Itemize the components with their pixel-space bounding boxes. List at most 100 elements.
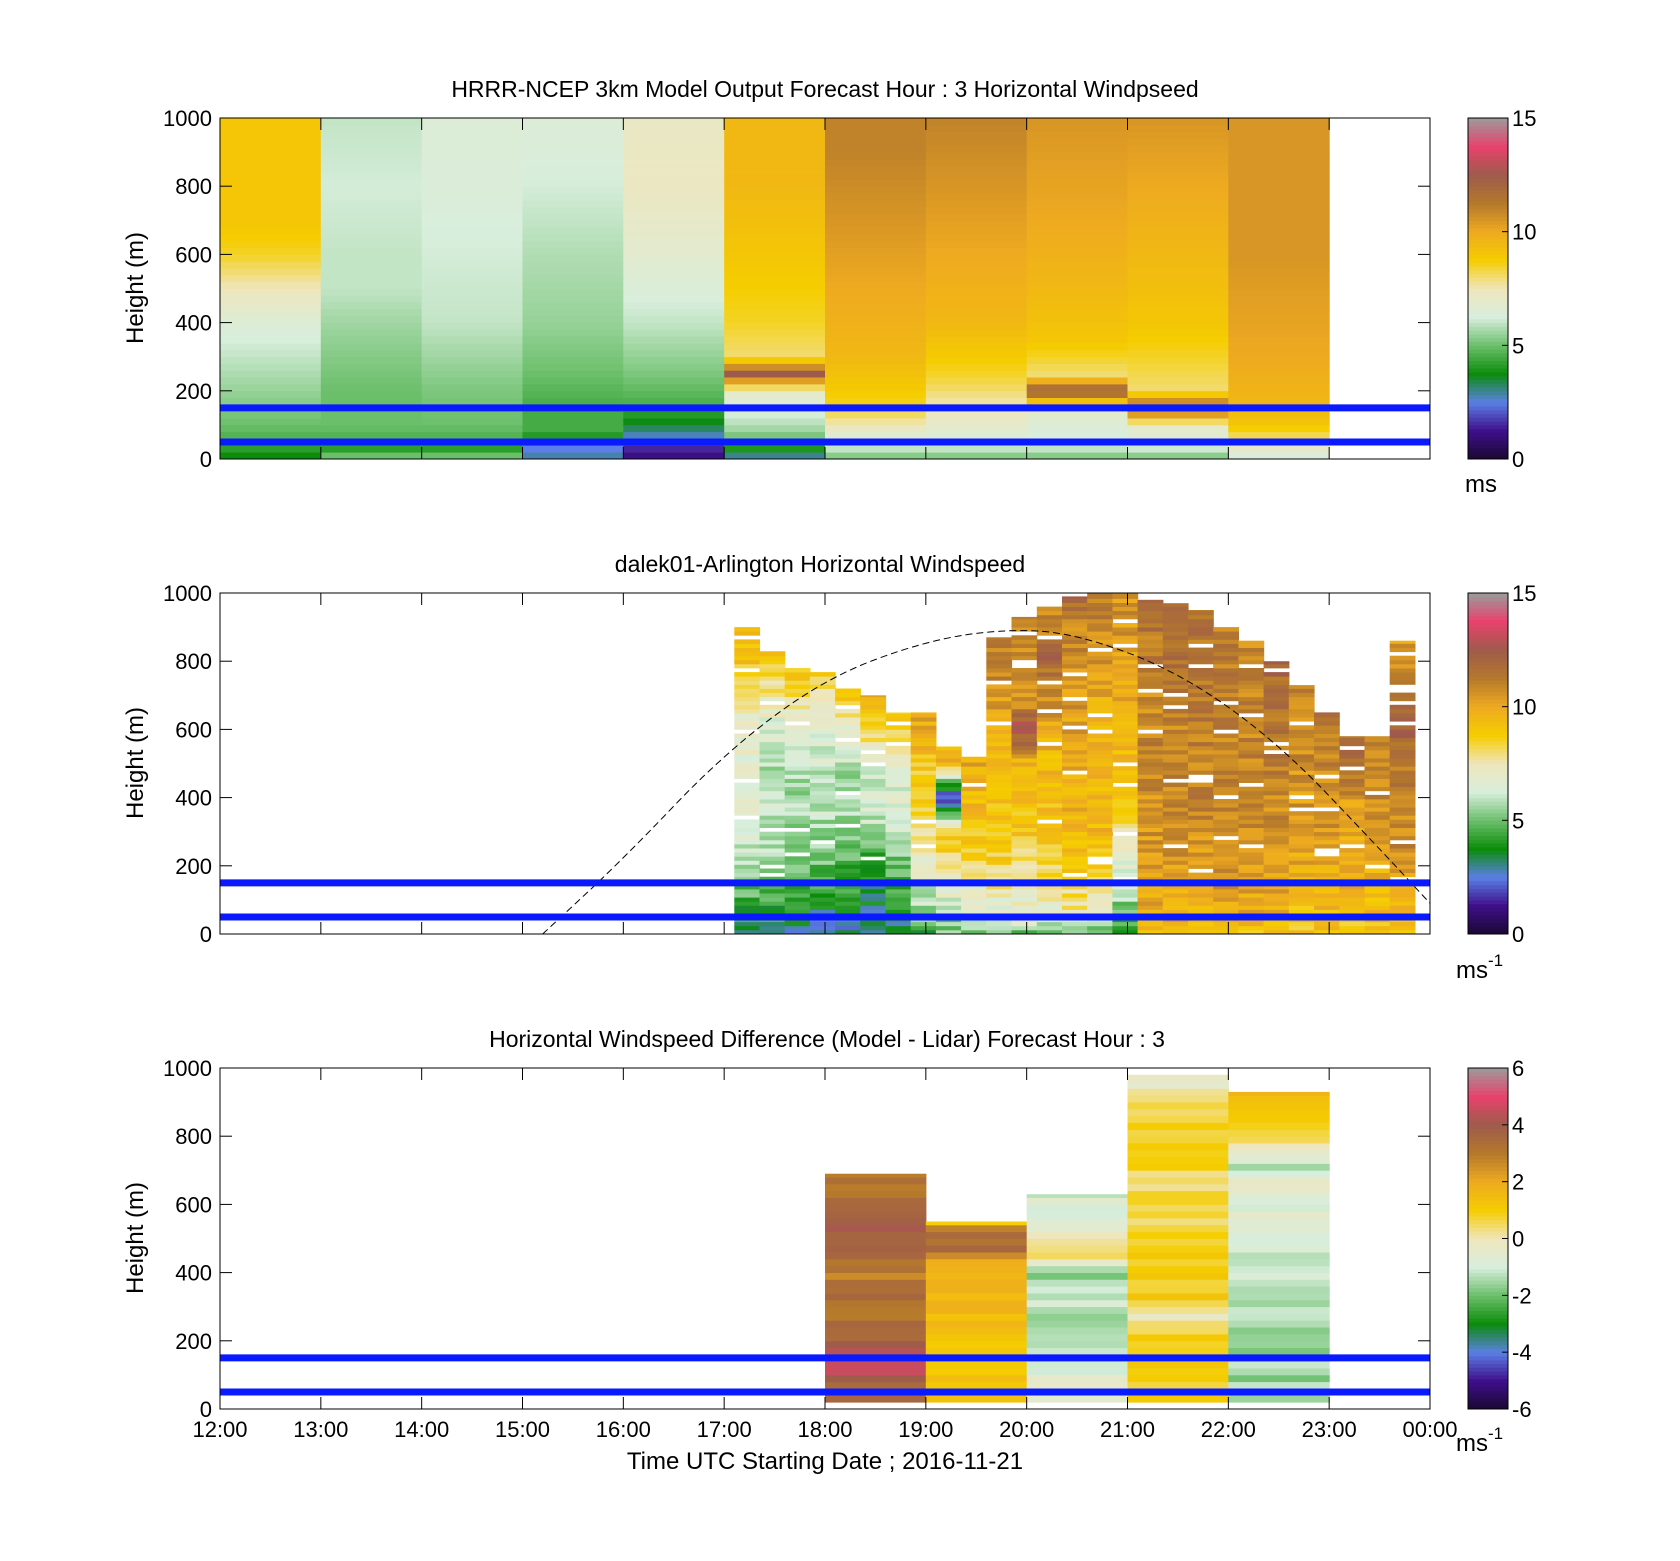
heatmap-cell (734, 721, 761, 726)
heatmap-cell (885, 712, 912, 714)
heatmap-cell (734, 737, 761, 743)
heatmap-cell (759, 733, 786, 738)
heatmap-cell (1127, 343, 1229, 351)
heatmap-cell (784, 717, 811, 722)
heatmap-cell (860, 889, 887, 894)
y-tick-label: 1000 (163, 106, 212, 131)
heatmap-cell (1228, 152, 1330, 160)
heatmap-cell (1127, 247, 1229, 255)
heatmap-cell (1127, 233, 1229, 242)
heatmap-cell (1188, 844, 1214, 849)
heatmap-cell (835, 872, 861, 878)
heatmap-cell (724, 206, 826, 214)
heatmap-cell (1087, 663, 1113, 669)
heatmap-cell (623, 124, 725, 132)
heatmap-cell (759, 692, 786, 698)
heatmap-cell (1036, 766, 1063, 771)
heatmap-cell (522, 145, 624, 153)
heatmap-cell (1389, 696, 1416, 702)
heatmap-cell (925, 322, 1028, 330)
heatmap-cell (1228, 309, 1330, 317)
heatmap-cell (925, 1224, 1028, 1233)
heatmap-cell (835, 721, 861, 726)
colorbar-segment (1468, 129, 1508, 134)
heatmap-cell (522, 315, 624, 323)
heatmap-cell (809, 729, 836, 734)
heatmap-cell (1036, 803, 1063, 808)
heatmap-cell (860, 695, 887, 698)
heatmap-cell (1238, 803, 1265, 808)
heatmap-cell (220, 193, 322, 201)
heatmap-cell (1162, 733, 1189, 738)
heatmap-cell (734, 893, 761, 898)
heatmap-cell (885, 790, 912, 796)
heatmap-cell (1288, 733, 1315, 738)
heatmap-cell (835, 848, 861, 853)
heatmap-cell (935, 925, 962, 931)
heatmap-cell (320, 397, 423, 405)
heatmap-cell (784, 929, 811, 934)
heatmap-cell (1011, 839, 1038, 845)
heatmap-cell (835, 696, 861, 702)
heatmap-cell (734, 909, 761, 914)
heatmap-cell (1288, 884, 1315, 890)
colorbar-segment (1468, 1155, 1508, 1160)
heatmap-cell (1263, 856, 1290, 861)
heatmap-cell (1127, 1286, 1229, 1294)
heatmap-cell (1288, 786, 1315, 792)
heatmap-cell (1228, 1204, 1330, 1212)
heatmap-cell (1288, 819, 1315, 824)
heatmap-cell (825, 158, 927, 167)
heatmap-cell (860, 713, 887, 718)
heatmap-cell (1112, 631, 1139, 636)
colorbar-segment (1468, 888, 1508, 893)
heatmap-cell (1213, 770, 1239, 775)
heatmap-cell (910, 835, 937, 841)
heatmap-cell (759, 684, 786, 689)
heatmap-cell (986, 647, 1013, 653)
heatmap-cell (1263, 848, 1290, 853)
colorbar-segment (1468, 1249, 1508, 1255)
heatmap-cell (1062, 803, 1088, 808)
heatmap-cell (1188, 631, 1214, 636)
heatmap-cell (925, 186, 1028, 194)
colorbar-segment (1468, 1382, 1508, 1387)
heatmap-cell (1112, 868, 1139, 873)
heatmap-cell (986, 782, 1013, 788)
heatmap-cell (734, 688, 761, 693)
heatmap-cell (1112, 872, 1139, 878)
colorbar-segment (1468, 748, 1508, 753)
heatmap-cell (1011, 717, 1038, 722)
heatmap-cell (986, 844, 1013, 849)
heatmap-cell (421, 336, 524, 344)
heatmap-cell (421, 233, 524, 242)
heatmap-cell (1339, 736, 1366, 738)
heatmap-cell (724, 131, 826, 139)
heatmap-cell (910, 872, 937, 878)
heatmap-cell (1127, 1115, 1229, 1123)
heatmap-cell (734, 925, 761, 931)
heatmap-cell (734, 811, 761, 816)
heatmap-cell (1238, 794, 1265, 800)
heatmap-cell (986, 815, 1013, 820)
heatmap-cell (1162, 684, 1189, 689)
heatmap-cell (1112, 905, 1139, 910)
heatmap-cell (623, 172, 725, 180)
heatmap-cell (825, 186, 927, 194)
colorbar-segment (1468, 646, 1508, 651)
heatmap-cell (825, 118, 927, 126)
heatmap-cell (1238, 774, 1265, 779)
heatmap-cell (1137, 623, 1164, 628)
heatmap-cell (1238, 725, 1265, 730)
heatmap-cell (935, 852, 962, 857)
heatmap-cell (623, 343, 725, 351)
heatmap-cell (1062, 819, 1088, 824)
colorbar-segment (1468, 118, 1508, 123)
heatmap-cell (220, 397, 322, 405)
heatmap-cell (1213, 668, 1239, 673)
heatmap-cell (885, 754, 912, 759)
heatmap-cell (759, 749, 786, 755)
colorbar-segment (1468, 1215, 1508, 1221)
heatmap-cell (1314, 823, 1340, 828)
heatmap-cell (825, 165, 927, 173)
